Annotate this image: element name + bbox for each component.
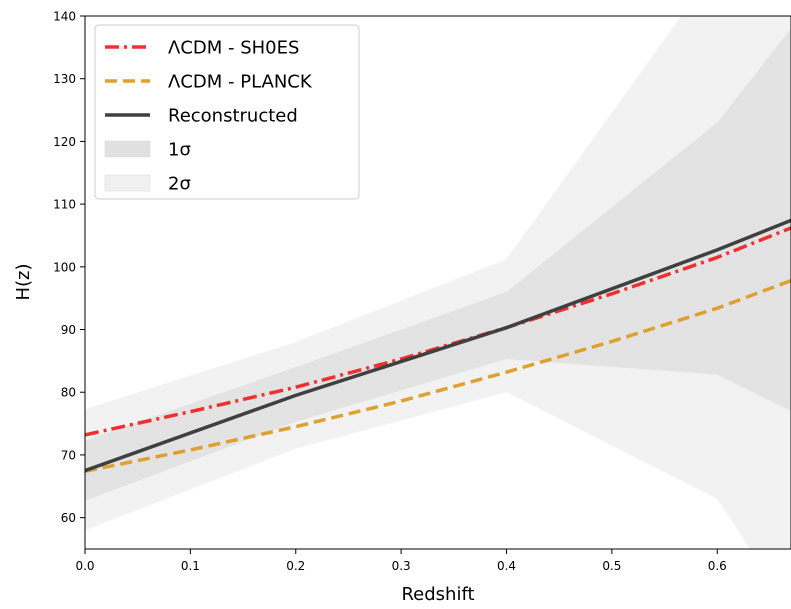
y-tick-label: 100 (53, 260, 76, 274)
x-tick-label: 0.0 (75, 559, 94, 573)
legend-label: ΛCDM - SH0ES (168, 38, 299, 59)
x-tick-label: 0.4 (497, 559, 516, 573)
y-tick-label: 130 (53, 72, 76, 86)
x-tick-label: 0.5 (602, 559, 621, 573)
plot-frame (84, 15, 791, 550)
y-tick-label: 90 (61, 323, 76, 337)
legend-box (94, 24, 360, 200)
legend-label: ΛCDM - PLANCK (168, 72, 313, 93)
y-tick-label: 110 (53, 198, 76, 212)
y-axis-ticks: 60 70 80 90 100 110 120 130 140 (53, 10, 85, 525)
y-tick-label: 70 (61, 448, 76, 462)
legend: ΛCDM - SH0ES ΛCDM - PLANCK Reconstructed 1σ… (94, 24, 360, 200)
legend-handle-2sigma (104, 174, 151, 192)
band-1sigma (85, 28, 791, 501)
y-axis-label: H(z) (13, 263, 34, 300)
y-tick-label: 60 (61, 511, 76, 525)
x-axis-ticks: 0.0 0.1 0.2 0.3 0.4 0.5 0.6 (75, 549, 727, 573)
x-tick-label: 0.1 (181, 559, 200, 573)
legend-handle-1sigma (104, 140, 151, 158)
y-tick-label: 120 (53, 135, 76, 149)
x-tick-label: 0.6 (708, 559, 727, 573)
x-tick-label: 0.3 (392, 559, 411, 573)
x-axis-label: Redshift (401, 584, 474, 604)
legend-label: 2σ (168, 174, 191, 195)
legend-label: 1σ (168, 140, 191, 161)
series-lines (85, 218, 791, 473)
legend-label: Reconstructed (168, 106, 298, 127)
y-tick-label: 140 (53, 10, 76, 24)
confidence-bands (85, 16, 791, 549)
y-tick-label: 80 (61, 386, 76, 400)
x-tick-label: 0.2 (286, 559, 305, 573)
series-line-cdm-planck (85, 278, 791, 473)
series-line-reconstructed (85, 218, 791, 473)
